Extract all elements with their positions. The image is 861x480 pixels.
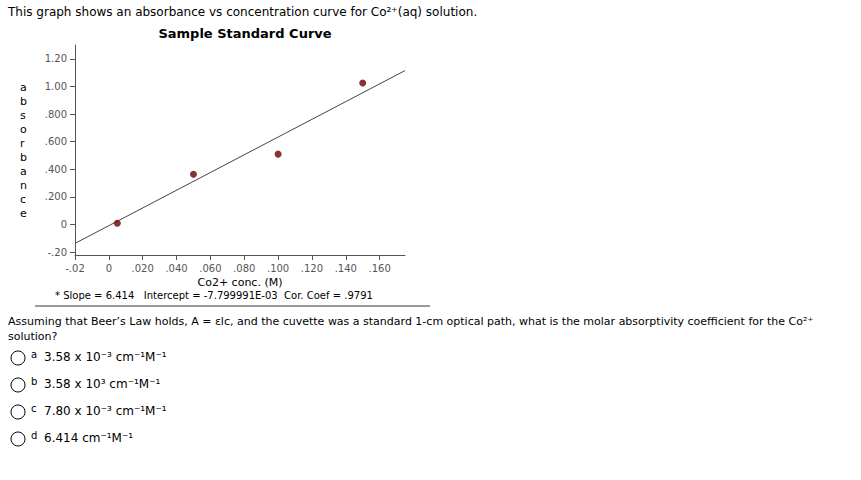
svg-text:.400: .400 [45, 164, 67, 175]
svg-text:Co2+ conc. (M): Co2+ conc. (M) [198, 276, 283, 289]
svg-text:r: r [20, 137, 25, 150]
svg-text:.800: .800 [45, 109, 67, 120]
svg-text:b: b [20, 151, 27, 164]
svg-text:d: d [31, 430, 37, 441]
svg-text:.160: .160 [368, 263, 390, 274]
svg-text:.200: .200 [45, 191, 67, 202]
svg-text:a: a [20, 165, 27, 178]
svg-text:Sample Standard Curve: Sample Standard Curve [158, 26, 331, 41]
svg-text:c: c [20, 193, 26, 206]
svg-text:.100: .100 [267, 263, 289, 274]
svg-text:3.58 x 10⁻³ cm⁻¹M⁻¹: 3.58 x 10⁻³ cm⁻¹M⁻¹ [44, 350, 167, 364]
svg-text:.600: .600 [45, 136, 67, 147]
svg-text:.120: .120 [301, 263, 323, 274]
svg-text:-.02: -.02 [65, 263, 85, 274]
svg-text:* Slope = 6.414 Intercept =: * Slope = 6.414 Intercept = -7.799991E-0… [55, 290, 373, 301]
svg-text:o: o [20, 123, 27, 136]
svg-text:.020: .020 [132, 263, 154, 274]
svg-text:b: b [31, 376, 37, 387]
svg-text:7.80 x 10⁻³ cm⁻¹M⁻¹: 7.80 x 10⁻³ cm⁻¹M⁻¹ [44, 404, 167, 418]
svg-text:a: a [20, 81, 27, 94]
svg-text:This graph shows an absorbance: This graph shows an absorbance vs concen… [7, 5, 477, 19]
svg-text:0: 0 [106, 263, 112, 274]
svg-text:a: a [31, 349, 37, 360]
svg-text:solution?: solution? [8, 330, 58, 343]
svg-text:6.414 cm⁻¹M⁻¹: 6.414 cm⁻¹M⁻¹ [44, 431, 133, 445]
svg-text:1.00: 1.00 [45, 81, 67, 92]
svg-text:.140: .140 [335, 263, 357, 274]
svg-text:.060: .060 [199, 263, 221, 274]
svg-text:.040: .040 [165, 263, 187, 274]
svg-text:n: n [20, 179, 27, 192]
svg-text:-.20: -.20 [47, 247, 67, 258]
svg-text:.080: .080 [233, 263, 255, 274]
svg-text:Assuming that Beer’s Law holds: Assuming that Beer’s Law holds, A = εlc,… [8, 315, 817, 328]
svg-text:0: 0 [61, 219, 67, 230]
svg-text:b: b [20, 95, 27, 108]
svg-text:3.58 x 10³ cm⁻¹M⁻¹: 3.58 x 10³ cm⁻¹M⁻¹ [44, 377, 160, 391]
svg-text:1.20: 1.20 [45, 53, 67, 64]
svg-text:s: s [20, 109, 26, 122]
svg-text:c: c [31, 403, 37, 414]
svg-text:e: e [20, 207, 27, 220]
